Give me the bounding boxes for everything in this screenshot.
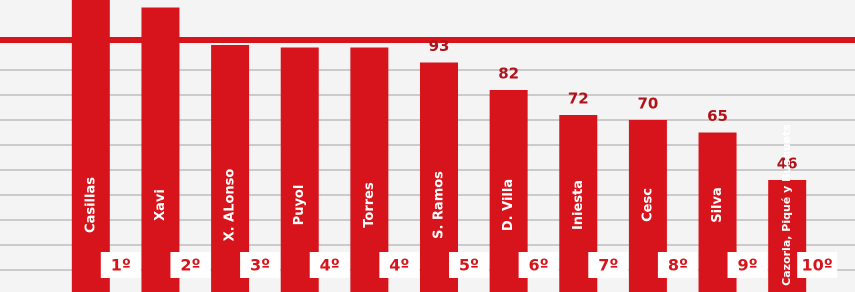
rank-label: 4º [389, 256, 409, 275]
value-label: 65 [707, 107, 728, 125]
rank-label: 5º [459, 256, 479, 275]
category-label: Cazorla, Piqué y Busquets [780, 124, 793, 286]
value-label: 70 [637, 95, 658, 113]
rank-label: 1º [111, 256, 131, 275]
category-label: Xavi [153, 189, 168, 221]
category-label: Torres [362, 182, 377, 228]
bar [72, 0, 110, 292]
bar [141, 8, 179, 292]
value-label: 93 [429, 37, 450, 55]
category-label: S. Ramos [432, 171, 447, 239]
category-label: Casillas [83, 177, 98, 233]
rank-label: 8º [668, 256, 688, 275]
value-label: 82 [498, 65, 519, 83]
category-label: Iniesta [571, 180, 586, 230]
rank-label: 3º [250, 256, 270, 275]
category-label: Cesc [640, 188, 655, 222]
category-label: Puyol [292, 185, 307, 226]
category-label: X. ALonso [223, 169, 238, 242]
rank-label: 4º [320, 256, 340, 275]
value-label: 72 [568, 90, 589, 108]
rank-label: 2º [180, 256, 200, 275]
rank-label: 7º [598, 256, 618, 275]
rank-label: 6º [529, 256, 549, 275]
rank-label: 9º [737, 256, 757, 275]
rank-label: 10º [802, 256, 833, 275]
category-label: Silva [710, 187, 725, 223]
chart: Casillas 1º Xavi 2º X. ALonso 3º Puyol 4º Torres… [0, 0, 855, 292]
category-label: D. Villa [501, 179, 516, 231]
